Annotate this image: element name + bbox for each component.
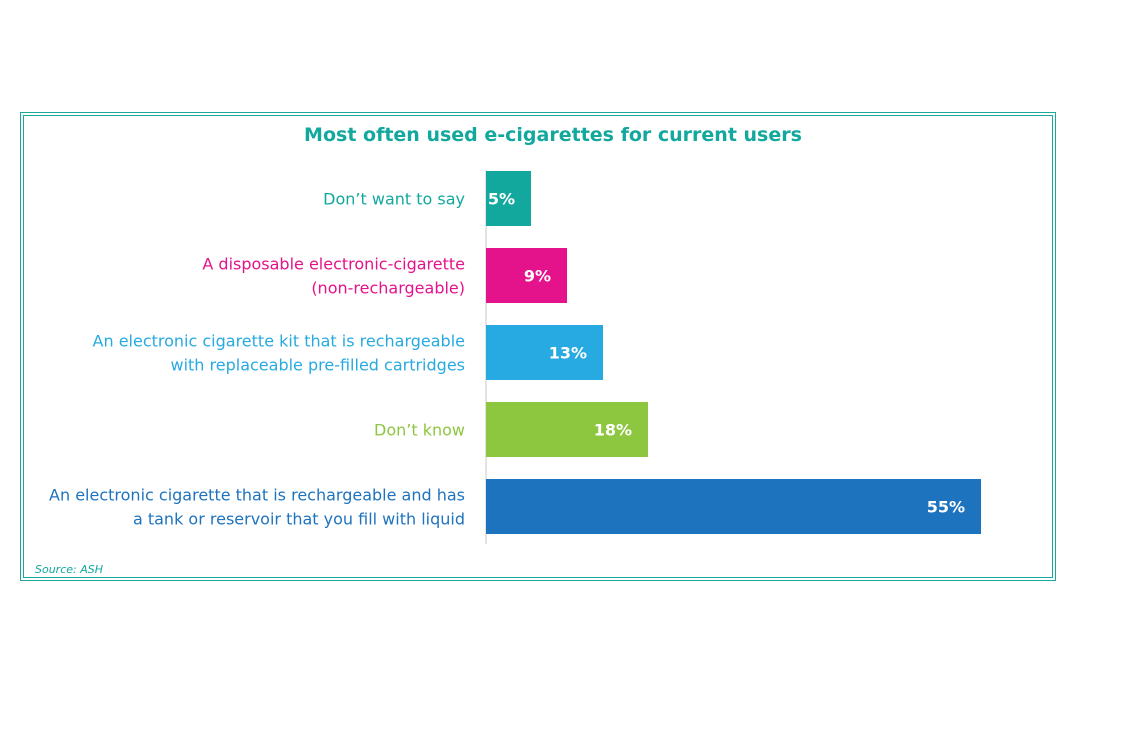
bars-group: [486, 171, 981, 534]
category-label-4-line-1: Don’t know: [374, 421, 465, 440]
category-label-3-line-1: An electronic cigarette kit that is rech…: [93, 332, 465, 351]
value-label-2: 9%: [524, 267, 551, 286]
source-note: Source: ASH: [35, 563, 103, 576]
category-label-5-line-2: a tank or reservoir that you fill with l…: [133, 510, 465, 529]
category-labels-group: Don’t want to say A disposable electronic…: [49, 190, 465, 529]
chart-title: Most often used e-cigarettes for current…: [304, 124, 802, 146]
value-label-4: 18%: [594, 421, 632, 440]
value-label-3: 13%: [549, 344, 587, 363]
chart-frame: [20, 112, 1056, 581]
value-labels-group: 5% 9% 13% 18% 55%: [488, 190, 965, 517]
bar-2: [486, 248, 567, 303]
category-label-2-line-2: (non-rechargeable): [311, 279, 465, 298]
category-label-3-line-2: with replaceable pre-filled cartridges: [170, 356, 465, 375]
value-label-5: 55%: [927, 498, 965, 517]
category-label-2-line-1: A disposable electronic-cigarette: [202, 255, 465, 274]
category-label-1-line-1: Don’t want to say: [323, 190, 465, 209]
bar-3: [486, 325, 603, 380]
bar-4: [486, 402, 648, 457]
bar-5: [486, 479, 981, 534]
category-label-5-line-1: An electronic cigarette that is recharge…: [49, 486, 465, 505]
bar-1: [486, 171, 531, 226]
value-label-1: 5%: [488, 190, 515, 209]
